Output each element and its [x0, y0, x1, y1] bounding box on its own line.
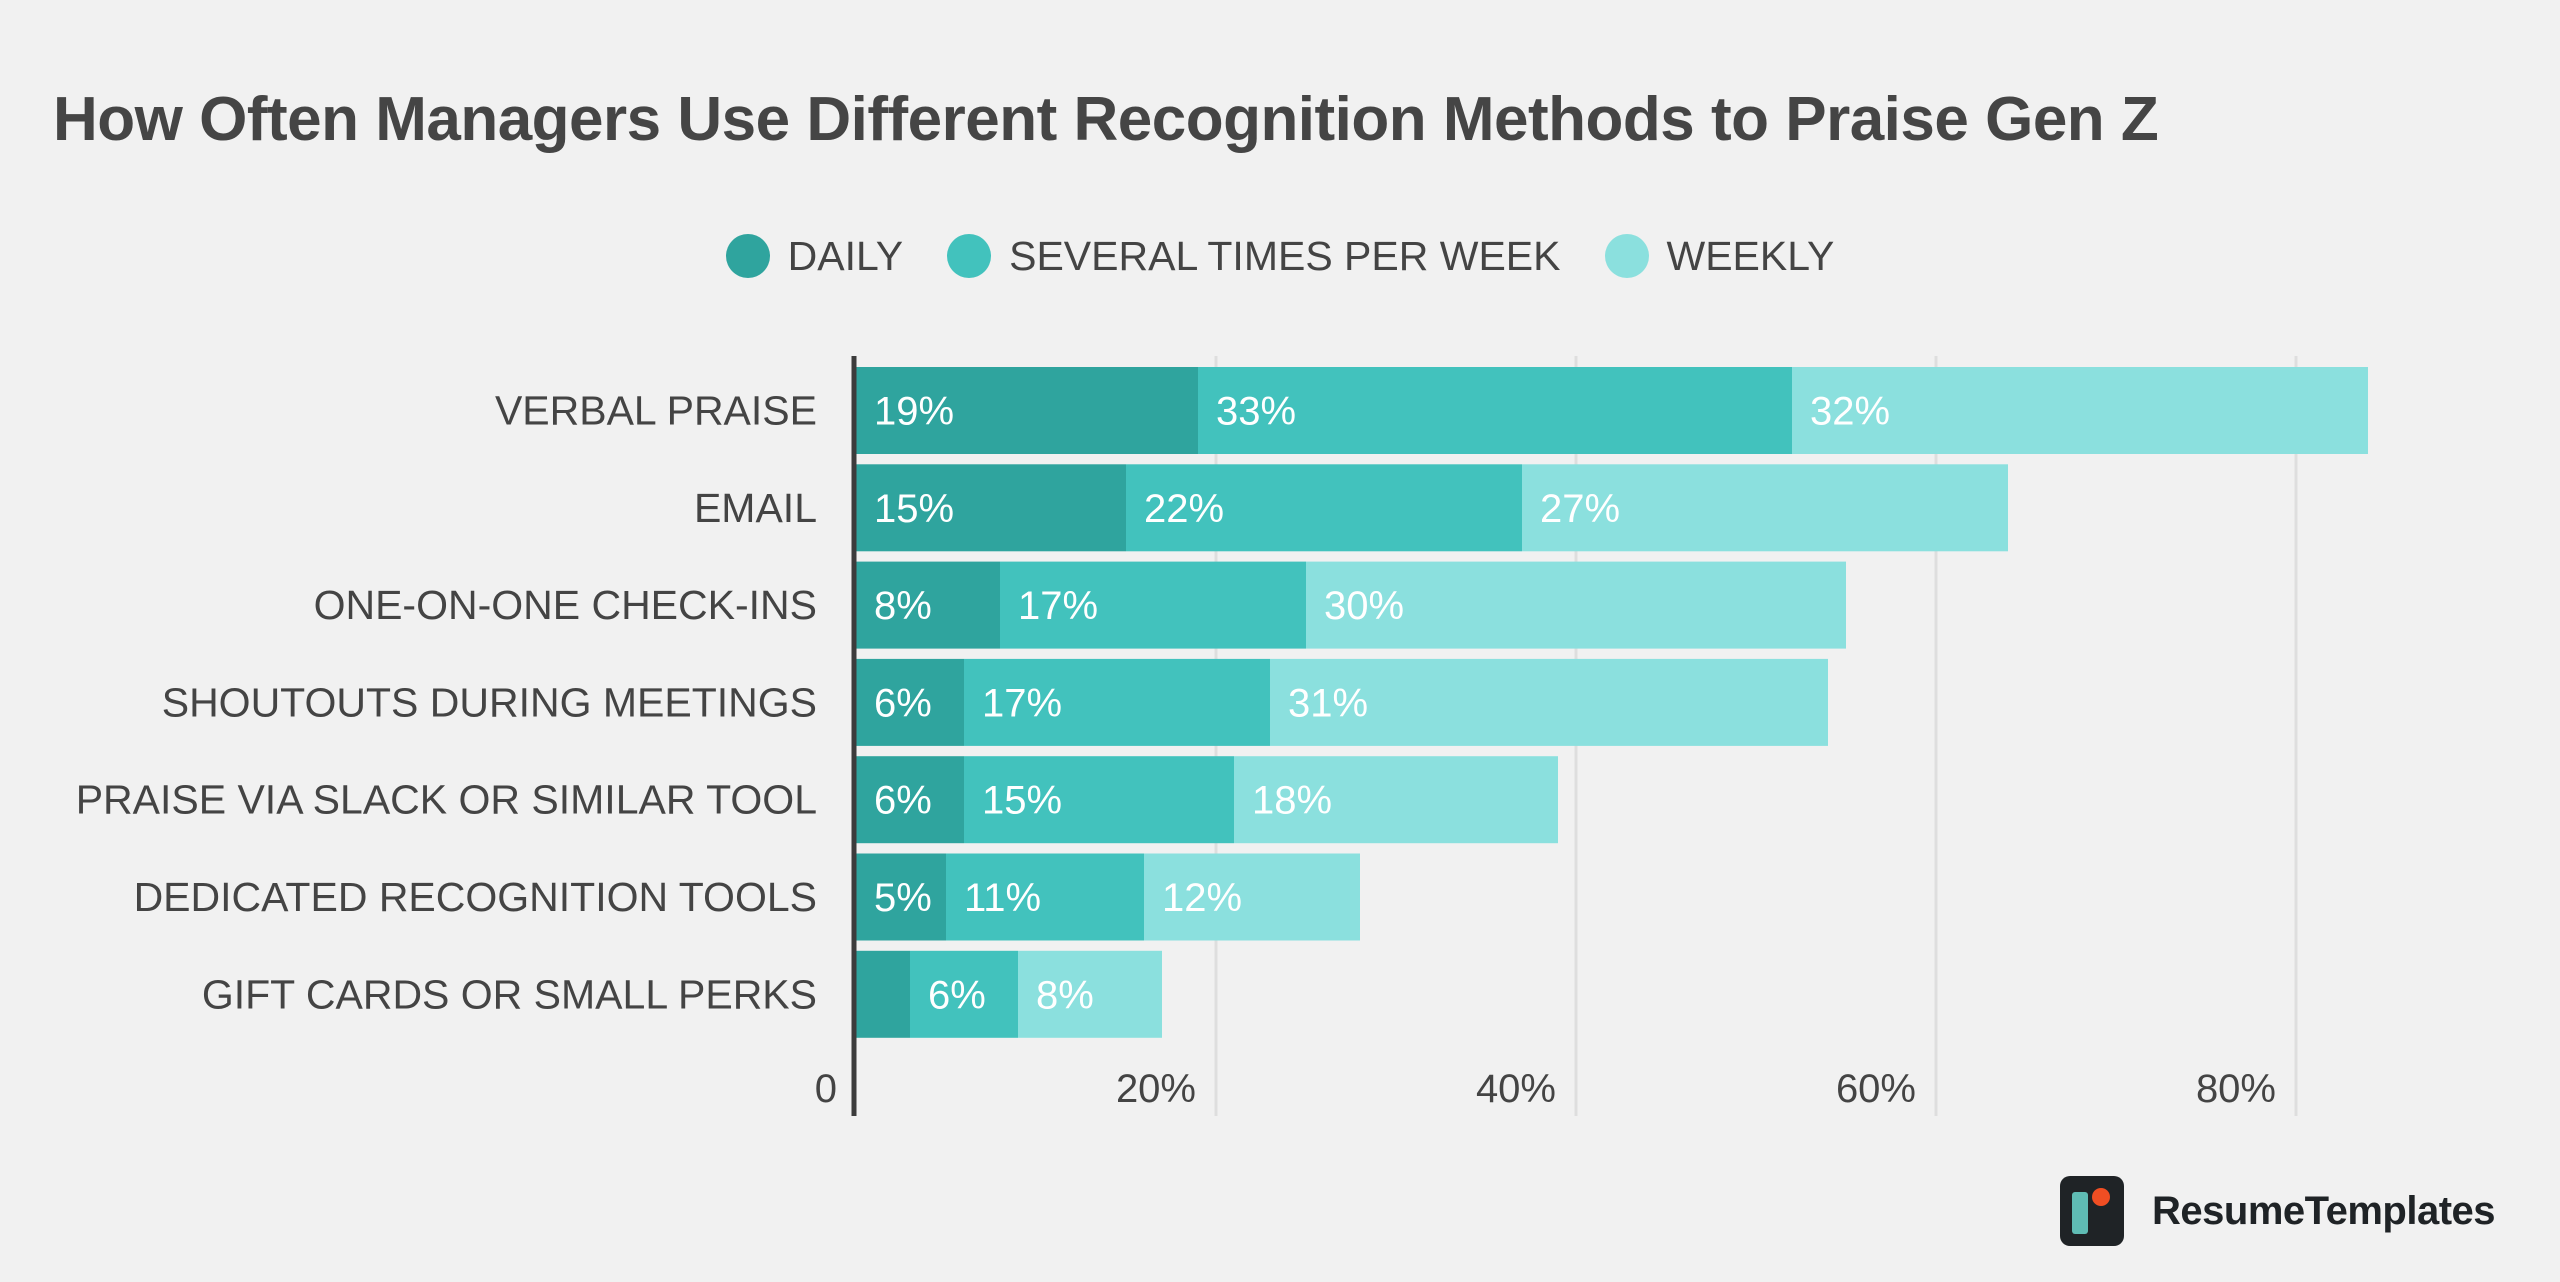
legend-item-daily: DAILY	[725, 232, 904, 280]
data-label-3-2: 31%	[1288, 681, 1368, 725]
bar-1-weekly	[1522, 464, 2008, 552]
legend-swatch-several-times-per-week	[947, 234, 992, 278]
data-label-0-0: 19%	[874, 390, 954, 434]
data-label-2-2: 30%	[1324, 584, 1404, 628]
bar-4-several-times-per-week	[964, 756, 1234, 844]
legend-label-daily: DAILY	[787, 232, 904, 279]
bar-6-daily	[856, 950, 910, 1038]
data-label-3-0: 6%	[874, 681, 932, 725]
bar-3-weekly	[1270, 658, 1828, 746]
data-label-4-2: 18%	[1252, 779, 1332, 823]
bar-5-weekly	[1144, 853, 1360, 941]
bar-4-weekly	[1234, 756, 1558, 844]
bar-2-several-times-per-week	[1000, 561, 1306, 649]
brand-name: ResumeTemplates	[2152, 1188, 2496, 1233]
data-label-4-0: 6%	[874, 779, 932, 823]
bar-2-weekly	[1306, 561, 1846, 649]
legend-swatch-daily	[725, 234, 770, 278]
data-label-2-1: 17%	[1018, 584, 1098, 628]
category-label-5: DEDICATED RECOGNITION TOOLS	[134, 874, 817, 920]
category-label-6: GIFT CARDS OR SMALL PERKS	[202, 971, 817, 1017]
data-label-6-1: 6%	[928, 973, 986, 1017]
bar-5-several-times-per-week	[946, 853, 1144, 941]
brand-footer: ResumeTemplates	[2060, 1176, 2496, 1246]
bar-0-several-times-per-week	[1198, 367, 1792, 454]
x-tick-label-80: 80%	[2196, 1067, 2276, 1111]
data-label-5-0: 5%	[874, 876, 932, 920]
data-label-1-1: 22%	[1144, 487, 1224, 531]
bar-2-daily	[856, 561, 1000, 649]
data-label-3-1: 17%	[982, 681, 1062, 725]
legend-item-weekly: WEEKLY	[1604, 232, 1835, 280]
data-label-1-0: 15%	[874, 487, 954, 531]
x-tick-label-40: 40%	[1476, 1067, 1556, 1111]
chart-title: How Often Managers Use Different Recogni…	[53, 85, 2159, 154]
data-label-1-2: 27%	[1540, 487, 1620, 531]
bar-0-weekly	[1792, 367, 2368, 454]
legend-label-several-times-per-week: SEVERAL TIMES PER WEEK	[1009, 232, 1561, 279]
brand-logo-icon	[2060, 1176, 2124, 1246]
bar-1-several-times-per-week	[1126, 464, 1522, 552]
bar-1-daily	[856, 464, 1126, 552]
data-label-4-1: 15%	[982, 779, 1062, 823]
category-label-1: EMAIL	[694, 485, 817, 531]
category-label-0: VERBAL PRAISE	[495, 388, 817, 434]
category-label-2: ONE-ON-ONE CHECK-INS	[314, 582, 817, 628]
data-label-0-2: 32%	[1810, 390, 1890, 434]
legend-swatch-weekly	[1604, 234, 1649, 278]
bar-3-several-times-per-week	[964, 658, 1270, 746]
bar-0-daily	[856, 367, 1198, 454]
legend-item-several-times-per-week: SEVERAL TIMES PER WEEK	[947, 232, 1561, 280]
legend-label-weekly: WEEKLY	[1666, 232, 1835, 279]
data-label-2-0: 8%	[874, 584, 932, 628]
category-label-3: SHOUTOUTS DURING MEETINGS	[162, 679, 817, 725]
data-label-5-2: 12%	[1162, 876, 1242, 920]
data-label-5-1: 11%	[964, 876, 1041, 920]
data-label-6-2: 8%	[1036, 973, 1094, 1017]
chart-legend: DAILY SEVERAL TIMES PER WEEK WEEKLY	[0, 224, 2560, 288]
x-tick-label-60: 60%	[1836, 1067, 1916, 1111]
bar-6-several-times-per-week	[910, 950, 1018, 1038]
bar-3-daily	[856, 658, 964, 746]
category-label-4: PRAISE VIA SLACK OR SIMILAR TOOL	[76, 777, 817, 823]
bar-6-weekly	[1018, 950, 1162, 1038]
bar-4-daily	[856, 756, 964, 844]
x-tick-label-20: 20%	[1116, 1067, 1196, 1111]
data-label-0-1: 33%	[1216, 390, 1296, 434]
bar-5-daily	[856, 853, 946, 941]
x-tick-label-0: 0	[815, 1067, 837, 1111]
